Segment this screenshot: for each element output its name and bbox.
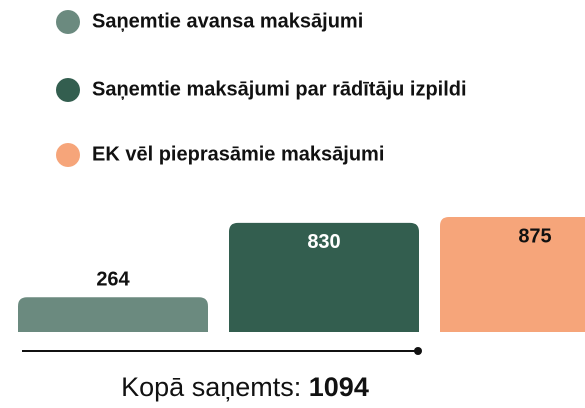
- value-label: 264: [96, 269, 130, 291]
- total-value: 1094: [309, 372, 369, 402]
- legend-label: Saņemtie avansa maksājumi: [92, 10, 363, 32]
- total-label: Kopā saņemts:: [121, 372, 301, 402]
- legend-swatch: [56, 143, 80, 167]
- bar: [229, 222, 419, 332]
- legend-label: EK vēl pieprasāmie maksājumi: [92, 143, 384, 165]
- bar: [18, 297, 208, 332]
- legend-label: Saņemtie maksājumi par rādītāju izpildi: [92, 78, 467, 100]
- baseline-dot: [414, 347, 422, 355]
- value-label: 875: [518, 225, 551, 247]
- bar: [440, 217, 585, 332]
- legend-swatch: [56, 10, 80, 34]
- legend-swatch: [56, 78, 80, 102]
- value-label: 830: [307, 231, 340, 253]
- total-text: Kopā saņemts: 1094: [121, 372, 369, 402]
